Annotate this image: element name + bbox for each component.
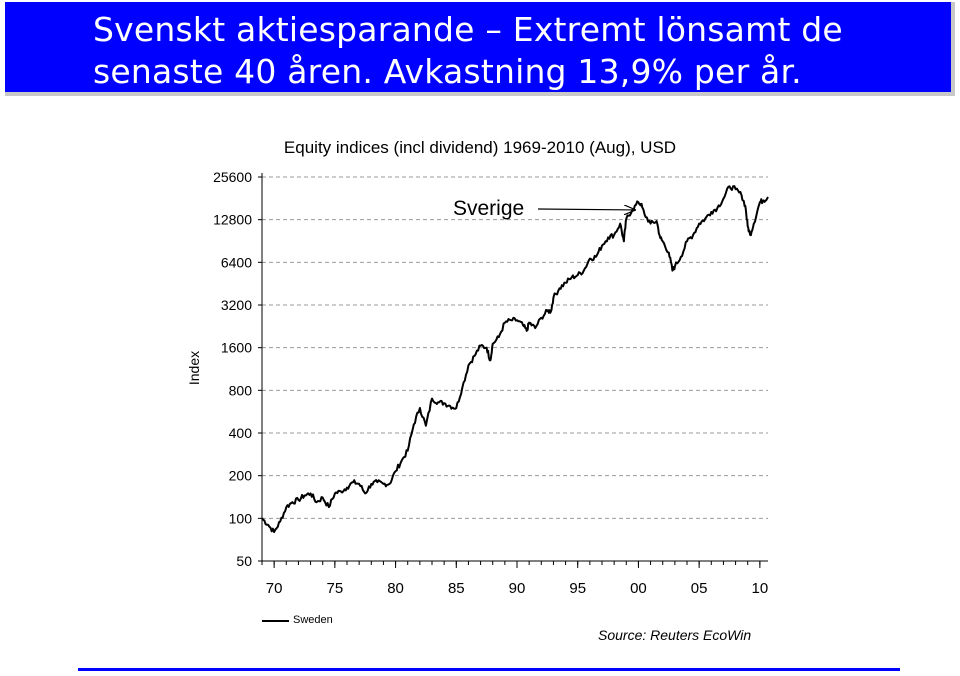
y-axis-label: Index <box>186 351 202 385</box>
annotation-sverige: Sverige <box>453 197 524 220</box>
x-tick-label-95: 95 <box>569 580 586 597</box>
x-tick-label-70: 70 <box>266 580 283 597</box>
y-tick-label-1600: 1600 <box>221 340 252 356</box>
x-tick-label-05: 05 <box>691 580 708 597</box>
y-tick-label-25600: 25600 <box>213 169 252 185</box>
x-tick-label-85: 85 <box>448 580 465 597</box>
y-tick-label-12800: 12800 <box>213 212 252 228</box>
y-tick-label-100: 100 <box>229 510 253 526</box>
slide-title-line1: Svenskt aktiesparande – Extremt lönsamt … <box>93 10 843 49</box>
x-tick-label-75: 75 <box>327 580 344 597</box>
y-tick-label-3200: 3200 <box>221 297 252 313</box>
slide-title-line2: senaste 40 åren. Avkastning 13,9% per år… <box>93 52 802 91</box>
series-lines <box>261 185 769 534</box>
x-tick-label-80: 80 <box>387 580 404 597</box>
annotation-group: Sverige <box>453 197 635 220</box>
source-note: Source: Reuters EcoWin <box>598 627 752 643</box>
legend-swatch-sweden <box>262 620 289 622</box>
x-tick-label-10: 10 <box>752 580 769 597</box>
legend-label-sweden: Sweden <box>293 614 333 626</box>
grid-lines <box>262 176 768 519</box>
title-banner: Svenskt aktiesparande – Extremt lönsamt … <box>5 2 955 96</box>
y-tick-label-50: 50 <box>236 553 252 569</box>
x-tick-label-90: 90 <box>509 580 526 597</box>
chart-title: Equity indices (incl dividend) 1969-2010… <box>284 138 676 157</box>
x-tick-labels: 70 75 80 85 90 95 00 05 10 <box>266 580 768 597</box>
annotation-arrow <box>537 209 635 210</box>
y-tick-labels: 50 100 200 400 800 1600 3200 6400 12800 25600 <box>213 169 252 569</box>
y-tick-label-800: 800 <box>229 382 253 398</box>
y-tick-label-200: 200 <box>229 468 253 484</box>
axes <box>258 173 768 568</box>
footer-rule <box>78 668 900 671</box>
x-tick-label-00: 00 <box>630 580 647 597</box>
y-tick-label-400: 400 <box>229 425 253 441</box>
y-tick-label-6400: 6400 <box>221 254 252 270</box>
series-line-sweden <box>261 185 769 534</box>
